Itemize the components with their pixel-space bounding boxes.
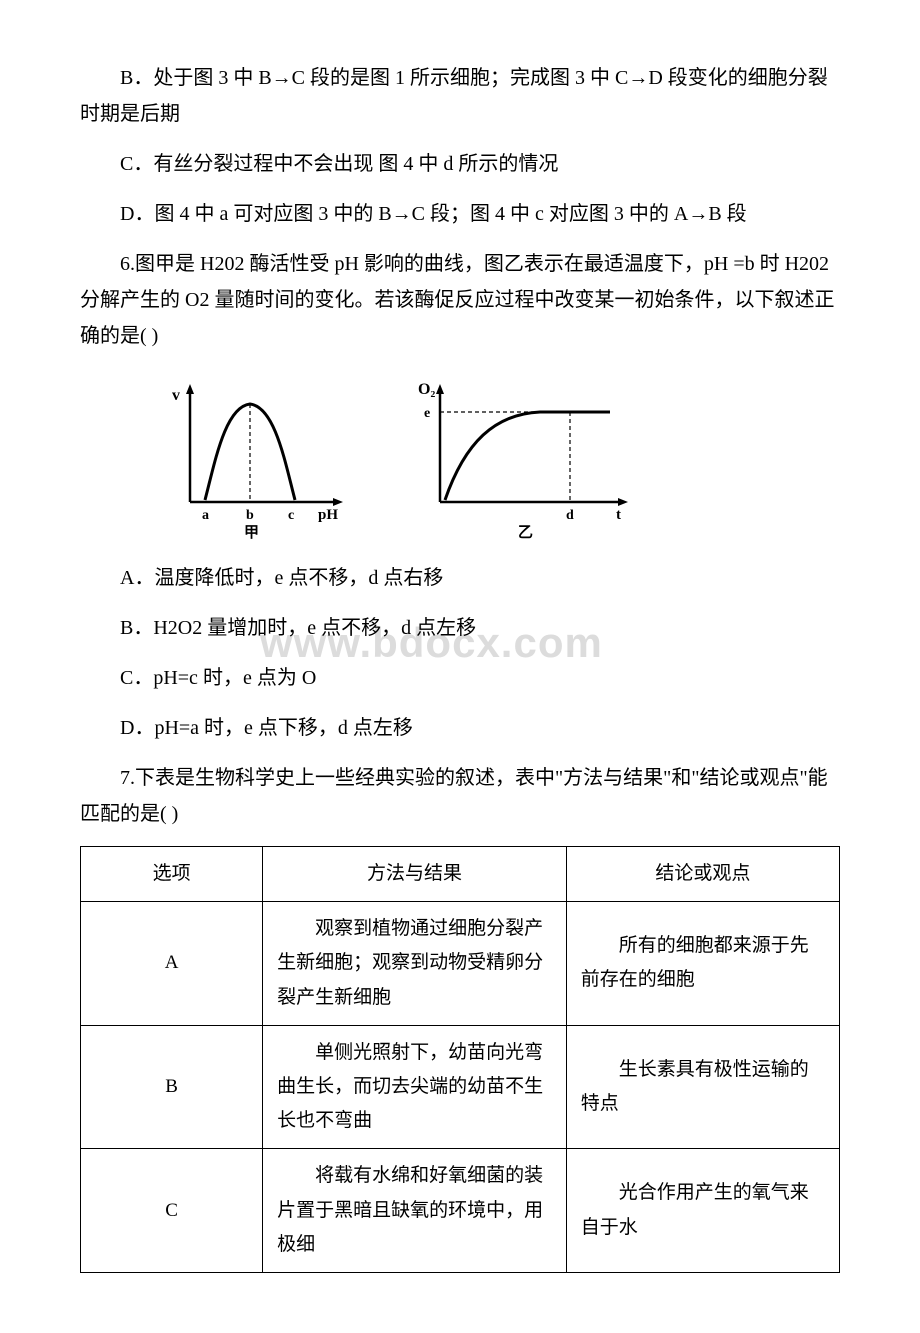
row-a-method: 观察到植物通过细胞分裂产生新细胞；观察到动物受精卵分裂产生新细胞 <box>263 902 567 1026</box>
row-c-method: 将载有水绵和好氧细菌的装片置于黑暗且缺氧的环境中，用极细 <box>263 1149 567 1273</box>
table-row: B 单侧光照射下，幼苗向光弯曲生长，而切去尖端的幼苗不生长也不弯曲 生长素具有极… <box>81 1025 840 1149</box>
q6-option-c: C．pH=c 时，e 点为 O <box>80 660 840 696</box>
row-a-conclusion: 所有的细胞都来源于先前存在的细胞 <box>566 902 839 1026</box>
row-c-opt: C <box>81 1149 263 1273</box>
q6-chart2: O₂ e d t 乙 <box>410 372 640 542</box>
q5-option-d: D．图 4 中 a 可对应图 3 中的 B→C 段；图 4 中 c 对应图 3 … <box>80 196 840 232</box>
q6-option-b: B．H2O2 量增加时，e 点不移，d 点左移 <box>80 610 840 646</box>
row-c-conclusion: 光合作用产生的氧气来自于水 <box>566 1149 839 1273</box>
chart1-tick-b: b <box>246 508 254 523</box>
chart1-ylabel: v <box>172 387 180 404</box>
row-b-opt: B <box>81 1025 263 1149</box>
q6-option-d: D．pH=a 时，e 点下移，d 点左移 <box>80 710 840 746</box>
table-header-row: 选项 方法与结果 结论或观点 <box>81 847 840 902</box>
row-b-method: 单侧光照射下，幼苗向光弯曲生长，而切去尖端的幼苗不生长也不弯曲 <box>263 1025 567 1149</box>
chart2-tick-d: d <box>566 508 574 523</box>
header-col2: 方法与结果 <box>263 847 567 902</box>
q6-option-a: A．温度降低时，e 点不移，d 点右移 <box>80 560 840 596</box>
chart1-xlabel: pH <box>318 507 338 523</box>
q6-charts-row: v a b c pH 甲 O₂ e d t 乙 <box>160 372 840 542</box>
row-a-opt: A <box>81 902 263 1026</box>
chart2-caption: 乙 <box>518 525 533 541</box>
chart1-caption: 甲 <box>244 524 259 541</box>
chart2-xlabel: t <box>616 507 621 523</box>
q6-stem: 6.图甲是 H202 酶活性受 pH 影响的曲线，图乙表示在最适温度下，pH =… <box>80 246 840 354</box>
q5-option-b: B．处于图 3 中 B→C 段的是图 1 所示细胞；完成图 3 中 C→D 段变… <box>80 60 840 132</box>
table-row: A 观察到植物通过细胞分裂产生新细胞；观察到动物受精卵分裂产生新细胞 所有的细胞… <box>81 902 840 1026</box>
chart1-tick-a: a <box>202 508 209 523</box>
header-col3: 结论或观点 <box>566 847 839 902</box>
table-row: C 将载有水绵和好氧细菌的装片置于黑暗且缺氧的环境中，用极细 光合作用产生的氧气… <box>81 1149 840 1273</box>
q7-table: 选项 方法与结果 结论或观点 A 观察到植物通过细胞分裂产生新细胞；观察到动物受… <box>80 846 840 1273</box>
chart1-tick-c: c <box>288 508 294 523</box>
chart2-tick-e: e <box>424 406 430 421</box>
q7-stem: 7.下表是生物科学史上一些经典实验的叙述，表中"方法与结果"和"结论或观点"能匹… <box>80 760 840 832</box>
q5-option-c: C．有丝分裂过程中不会出现 图 4 中 d 所示的情况 <box>80 146 840 182</box>
row-b-conclusion: 生长素具有极性运输的特点 <box>566 1025 839 1149</box>
header-col1: 选项 <box>81 847 263 902</box>
chart2-ylabel: O₂ <box>418 381 435 398</box>
q6-chart1: v a b c pH 甲 <box>160 372 350 542</box>
